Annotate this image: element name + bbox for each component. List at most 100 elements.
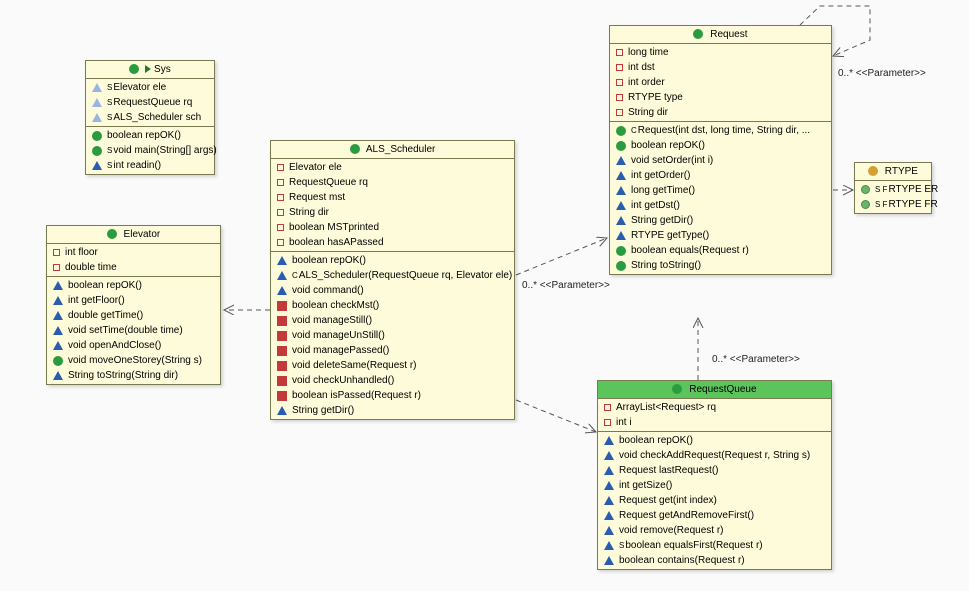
member-text: Elevator ele <box>113 81 166 94</box>
member-row: RequestQueue rq <box>271 175 514 190</box>
member-text: void moveOneStorey(String s) <box>68 354 202 367</box>
member-text: void main(String[] args) <box>113 144 216 157</box>
visibility-icon <box>616 126 626 136</box>
member-row: String toString(String dir) <box>47 368 220 383</box>
member-row: String dir <box>271 205 514 220</box>
visibility-icon <box>604 496 614 505</box>
class-icon <box>107 229 117 239</box>
member-text: boolean repOK() <box>619 434 693 447</box>
member-row: SALS_Scheduler sch <box>86 110 214 125</box>
visibility-icon <box>53 249 60 256</box>
class-request[interactable]: Request long timeint dstint orderRTYPE t… <box>609 25 832 275</box>
visibility-icon <box>53 356 63 366</box>
member-text: boolean repOK() <box>107 129 181 142</box>
visibility-icon <box>604 466 614 475</box>
member-text: long getTime() <box>631 184 695 197</box>
member-row: String dir <box>610 105 831 120</box>
modifier-sup: S <box>107 81 112 94</box>
member-row: double time <box>47 260 220 275</box>
class-elevator[interactable]: Elevator int floordouble time boolean re… <box>46 225 221 385</box>
class-name: Elevator <box>124 229 161 240</box>
visibility-icon <box>277 361 287 371</box>
member-row: void command() <box>271 283 514 298</box>
member-row: void moveOneStorey(String s) <box>47 353 220 368</box>
class-als-scheduler[interactable]: ALS_Scheduler Elevator eleRequestQueue r… <box>270 140 515 420</box>
class-title-request: Request <box>610 26 831 44</box>
visibility-icon <box>92 161 102 170</box>
member-row: void checkUnhandled() <box>271 373 514 388</box>
visibility-icon <box>277 224 284 231</box>
class-title-sys: Sys <box>86 61 214 79</box>
member-text: String getDir() <box>631 214 693 227</box>
ops-section: boolean repOK()int getFloor()double getT… <box>47 277 220 384</box>
visibility-icon <box>92 83 102 92</box>
member-text: RequestQueue rq <box>289 176 368 189</box>
member-text: RTYPE ER <box>888 183 938 196</box>
member-text: boolean contains(Request r) <box>619 554 745 567</box>
visibility-icon <box>616 141 626 151</box>
member-text: void checkUnhandled() <box>292 374 394 387</box>
member-text: boolean equalsFirst(Request r) <box>625 539 762 552</box>
enum-icon <box>868 166 878 176</box>
ops-section: boolean repOK()Svoid main(String[] args)… <box>86 127 214 174</box>
member-row: S FRTYPE FR <box>855 197 931 212</box>
visibility-icon <box>277 256 287 265</box>
member-text: boolean equals(Request r) <box>631 244 749 257</box>
member-text: boolean repOK() <box>68 279 142 292</box>
visibility-icon <box>277 194 284 201</box>
member-text: Request mst <box>289 191 345 204</box>
member-row: Sboolean equalsFirst(Request r) <box>598 538 831 553</box>
visibility-icon <box>53 326 63 335</box>
visibility-icon <box>616 231 626 240</box>
member-text: RTYPE getType() <box>631 229 709 242</box>
member-row: SElevator ele <box>86 80 214 95</box>
member-row: void managePassed() <box>271 343 514 358</box>
member-text: void openAndClose() <box>68 339 161 352</box>
visibility-icon <box>277 239 284 246</box>
modifier-sup: S <box>107 111 112 124</box>
label-param-top: 0..* <<Parameter>> <box>838 68 926 79</box>
member-row: String getDir() <box>610 213 831 228</box>
member-text: int getFloor() <box>68 294 125 307</box>
modifier-sup: C <box>631 124 637 137</box>
member-text: void deleteSame(Request r) <box>292 359 417 372</box>
visibility-icon <box>604 556 614 565</box>
visibility-icon <box>616 64 623 71</box>
visibility-icon <box>277 271 287 280</box>
attrs-section: long timeint dstint orderRTYPE typeStrin… <box>610 44 831 122</box>
member-row: boolean repOK() <box>86 128 214 143</box>
class-icon <box>350 144 360 154</box>
visibility-icon <box>92 98 102 107</box>
member-row: CRequest(int dst, long time, String dir,… <box>610 123 831 138</box>
member-text: void setTime(double time) <box>68 324 183 337</box>
visibility-icon <box>277 316 287 326</box>
class-requestqueue[interactable]: RequestQueue ArrayList<Request> rqint i … <box>597 380 832 570</box>
member-row: Elevator ele <box>271 160 514 175</box>
member-row: void checkAddRequest(Request r, String s… <box>598 448 831 463</box>
visibility-icon <box>616 261 626 271</box>
member-row: void manageUnStill() <box>271 328 514 343</box>
class-sys[interactable]: Sys SElevator eleSRequestQueue rqSALS_Sc… <box>85 60 215 175</box>
member-row: int order <box>610 75 831 90</box>
member-text: int i <box>616 416 632 429</box>
member-row: int getSize() <box>598 478 831 493</box>
class-rtype[interactable]: RTYPE S FRTYPE ERS FRTYPE FR <box>854 162 932 214</box>
class-name: RequestQueue <box>689 384 756 395</box>
member-row: RTYPE type <box>610 90 831 105</box>
member-row: RTYPE getType() <box>610 228 831 243</box>
member-row: Svoid main(String[] args) <box>86 143 214 158</box>
class-name: Sys <box>154 64 171 75</box>
member-text: ArrayList<Request> rq <box>616 401 716 414</box>
member-row: int getFloor() <box>47 293 220 308</box>
visibility-icon <box>861 185 870 194</box>
member-text: void checkAddRequest(Request r, String s… <box>619 449 810 462</box>
member-row: int floor <box>47 245 220 260</box>
visibility-icon <box>53 296 63 305</box>
visibility-icon <box>616 171 626 180</box>
visibility-icon <box>616 109 623 116</box>
visibility-icon <box>277 376 287 386</box>
visibility-icon <box>53 281 63 290</box>
visibility-icon <box>616 216 626 225</box>
member-row: void deleteSame(Request r) <box>271 358 514 373</box>
member-row: ArrayList<Request> rq <box>598 400 831 415</box>
